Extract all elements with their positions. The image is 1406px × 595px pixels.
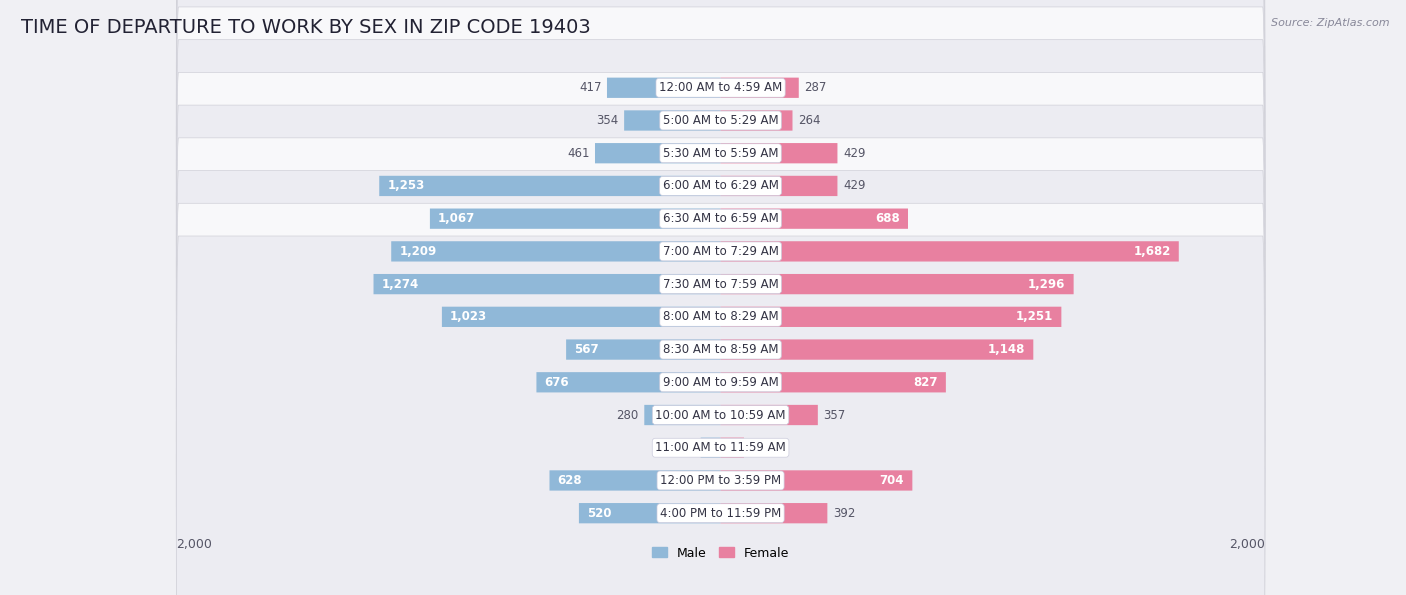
FancyBboxPatch shape <box>700 437 721 458</box>
Text: 1,067: 1,067 <box>439 212 475 225</box>
FancyBboxPatch shape <box>176 171 1265 595</box>
Text: Source: ZipAtlas.com: Source: ZipAtlas.com <box>1271 18 1389 28</box>
FancyBboxPatch shape <box>644 405 721 425</box>
Text: 12:00 PM to 3:59 PM: 12:00 PM to 3:59 PM <box>659 474 782 487</box>
FancyBboxPatch shape <box>721 405 818 425</box>
FancyBboxPatch shape <box>550 470 721 491</box>
Text: 676: 676 <box>544 376 569 389</box>
Text: 264: 264 <box>799 114 821 127</box>
Text: 5:00 AM to 5:29 AM: 5:00 AM to 5:29 AM <box>662 114 779 127</box>
Text: 429: 429 <box>842 147 865 159</box>
FancyBboxPatch shape <box>430 208 721 229</box>
Legend: Male, Female: Male, Female <box>647 541 794 565</box>
FancyBboxPatch shape <box>176 0 1265 397</box>
FancyBboxPatch shape <box>624 110 721 131</box>
FancyBboxPatch shape <box>721 372 946 393</box>
FancyBboxPatch shape <box>176 105 1265 595</box>
Text: 1,023: 1,023 <box>450 311 488 323</box>
FancyBboxPatch shape <box>721 176 838 196</box>
FancyBboxPatch shape <box>176 236 1265 595</box>
Text: 1,251: 1,251 <box>1017 311 1053 323</box>
FancyBboxPatch shape <box>176 138 1265 595</box>
FancyBboxPatch shape <box>721 470 912 491</box>
Text: 704: 704 <box>880 474 904 487</box>
Text: 9:00 AM to 9:59 AM: 9:00 AM to 9:59 AM <box>662 376 779 389</box>
Text: 287: 287 <box>804 82 827 94</box>
Text: TIME OF DEPARTURE TO WORK BY SEX IN ZIP CODE 19403: TIME OF DEPARTURE TO WORK BY SEX IN ZIP … <box>21 18 591 37</box>
Text: 1,682: 1,682 <box>1133 245 1171 258</box>
Text: 8:30 AM to 8:59 AM: 8:30 AM to 8:59 AM <box>662 343 779 356</box>
Text: 4:00 PM to 11:59 PM: 4:00 PM to 11:59 PM <box>659 507 782 519</box>
FancyBboxPatch shape <box>176 0 1265 430</box>
Text: 280: 280 <box>617 409 638 421</box>
Text: 567: 567 <box>574 343 599 356</box>
FancyBboxPatch shape <box>176 7 1265 561</box>
Text: 688: 688 <box>875 212 900 225</box>
FancyBboxPatch shape <box>607 77 721 98</box>
Text: 628: 628 <box>558 474 582 487</box>
FancyBboxPatch shape <box>721 143 838 164</box>
FancyBboxPatch shape <box>721 110 793 131</box>
Text: 520: 520 <box>588 507 612 519</box>
Text: 429: 429 <box>842 180 865 192</box>
FancyBboxPatch shape <box>721 274 1074 295</box>
Text: 11:00 AM to 11:59 AM: 11:00 AM to 11:59 AM <box>655 441 786 454</box>
FancyBboxPatch shape <box>176 0 1265 496</box>
FancyBboxPatch shape <box>721 77 799 98</box>
Text: 2,000: 2,000 <box>1229 538 1265 551</box>
Text: 2,000: 2,000 <box>176 538 212 551</box>
Text: 6:30 AM to 6:59 AM: 6:30 AM to 6:59 AM <box>662 212 779 225</box>
Text: 73: 73 <box>681 441 695 454</box>
FancyBboxPatch shape <box>721 306 1062 327</box>
FancyBboxPatch shape <box>721 241 1178 262</box>
FancyBboxPatch shape <box>176 40 1265 594</box>
FancyBboxPatch shape <box>441 306 721 327</box>
Text: 461: 461 <box>567 147 589 159</box>
Text: 1,148: 1,148 <box>988 343 1025 356</box>
Text: 357: 357 <box>824 409 845 421</box>
Text: 1,296: 1,296 <box>1028 278 1066 290</box>
FancyBboxPatch shape <box>391 241 721 262</box>
FancyBboxPatch shape <box>595 143 721 164</box>
Text: 8:00 AM to 8:29 AM: 8:00 AM to 8:29 AM <box>662 311 779 323</box>
FancyBboxPatch shape <box>176 0 1265 463</box>
FancyBboxPatch shape <box>374 274 721 295</box>
Text: 5:30 AM to 5:59 AM: 5:30 AM to 5:59 AM <box>662 147 779 159</box>
FancyBboxPatch shape <box>567 339 721 360</box>
Text: 7:30 AM to 7:59 AM: 7:30 AM to 7:59 AM <box>662 278 779 290</box>
Text: 1,253: 1,253 <box>388 180 425 192</box>
FancyBboxPatch shape <box>176 73 1265 595</box>
FancyBboxPatch shape <box>579 503 721 524</box>
FancyBboxPatch shape <box>721 339 1033 360</box>
Text: 417: 417 <box>579 82 602 94</box>
FancyBboxPatch shape <box>721 208 908 229</box>
Text: 12:00 AM to 4:59 AM: 12:00 AM to 4:59 AM <box>659 82 782 94</box>
FancyBboxPatch shape <box>721 437 744 458</box>
FancyBboxPatch shape <box>721 503 827 524</box>
Text: 6:00 AM to 6:29 AM: 6:00 AM to 6:29 AM <box>662 180 779 192</box>
FancyBboxPatch shape <box>380 176 721 196</box>
FancyBboxPatch shape <box>176 0 1265 528</box>
FancyBboxPatch shape <box>537 372 721 393</box>
Text: 1,274: 1,274 <box>381 278 419 290</box>
FancyBboxPatch shape <box>176 203 1265 595</box>
Text: 10:00 AM to 10:59 AM: 10:00 AM to 10:59 AM <box>655 409 786 421</box>
Text: 1,209: 1,209 <box>399 245 437 258</box>
Text: 86: 86 <box>749 441 765 454</box>
FancyBboxPatch shape <box>176 0 1265 365</box>
Text: 7:00 AM to 7:29 AM: 7:00 AM to 7:29 AM <box>662 245 779 258</box>
Text: 392: 392 <box>832 507 855 519</box>
Text: 354: 354 <box>596 114 619 127</box>
Text: 827: 827 <box>912 376 938 389</box>
